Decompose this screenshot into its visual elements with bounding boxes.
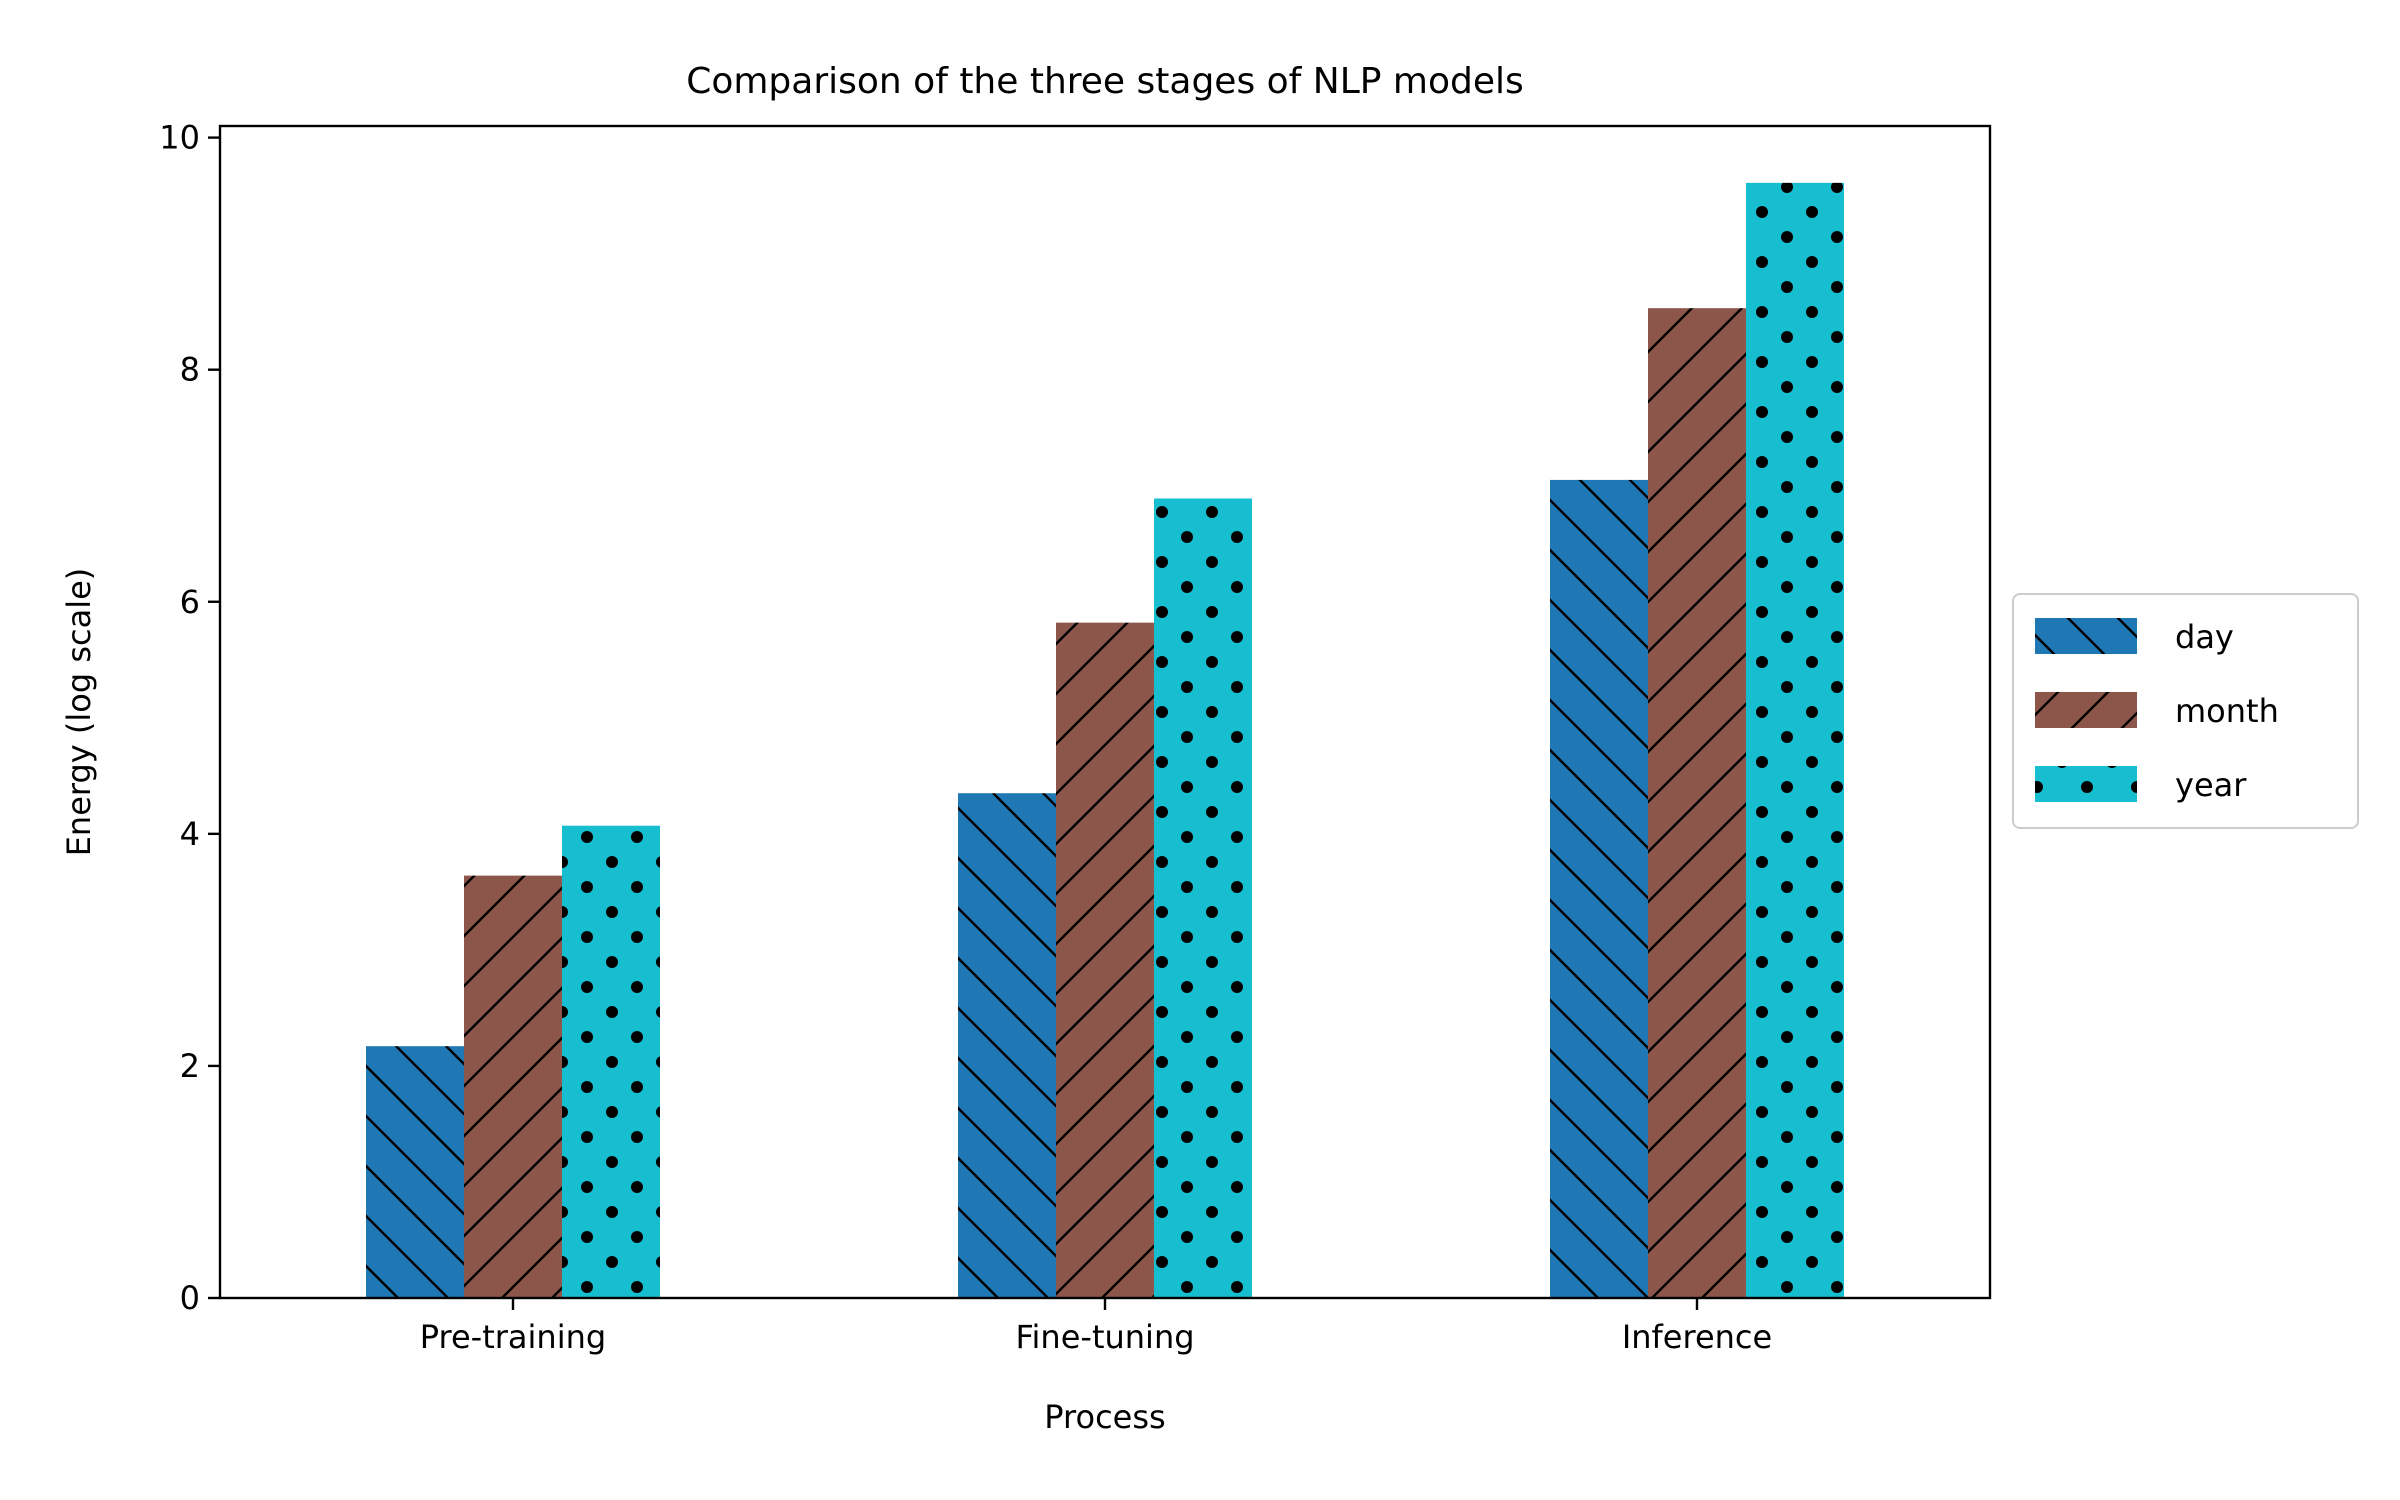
legend: day month year [2012,593,2359,829]
bar-day-fine-tuning [958,793,1056,1298]
y-axis: 0 2 4 6 8 10 [159,119,220,1317]
bar-year-fine-tuning [1154,498,1252,1298]
bar-year-pre-training [562,825,660,1298]
chart-title: Comparison of the three stages of NLP mo… [686,61,1524,102]
y-tick-label: 8 [180,351,200,389]
bar-day-pre-training [366,1046,464,1298]
legend-swatch-year [2035,766,2137,802]
bars-group [366,182,1844,1299]
bar-year-inference [1746,182,1844,1299]
y-tick-label: 10 [159,119,200,157]
y-tick-label: 4 [180,815,200,853]
y-axis-label: Energy (log scale) [60,568,98,857]
legend-swatch-day [2035,618,2137,654]
bar-month-pre-training [464,875,562,1298]
bar-month-inference [1648,308,1746,1298]
x-tick-label: Pre-training [420,1318,606,1356]
legend-swatch-month [2035,692,2137,728]
legend-label-day: day [2175,618,2234,656]
y-tick-label: 2 [180,1047,200,1085]
y-tick-label: 0 [180,1279,200,1317]
x-tick-label: Fine-tuning [1015,1318,1194,1356]
x-axis-label: Process [1044,1398,1165,1436]
bar-month-fine-tuning [1056,622,1154,1298]
x-tick-label: Inference [1622,1318,1772,1356]
legend-label-month: month [2175,692,2279,730]
x-axis: Pre-training Fine-tuning Inference [420,1298,1772,1356]
y-tick-label: 6 [180,583,200,621]
legend-label-year: year [2175,766,2247,804]
bar-day-inference [1550,479,1648,1299]
